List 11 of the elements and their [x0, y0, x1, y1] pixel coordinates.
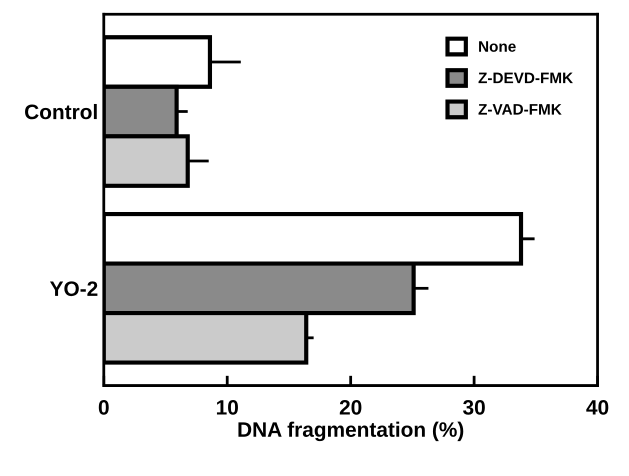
y-tick-label: Control [25, 104, 97, 120]
x-tick-label: 10 [216, 400, 238, 415]
legend-label: None [479, 41, 516, 52]
y-tick-label: YO-2 [50, 281, 98, 296]
legend-label: Z-VAD-FMK [478, 104, 562, 115]
legend-label: Z-DEVD-FMK [478, 72, 573, 84]
x-tick-label: 0 [98, 400, 109, 415]
x-axis-title: DNA fragmentation (%) [238, 422, 464, 442]
x-tick-label: 40 [586, 400, 608, 415]
x-tick-label: 20 [340, 400, 362, 415]
x-tick-label: 30 [463, 400, 485, 415]
